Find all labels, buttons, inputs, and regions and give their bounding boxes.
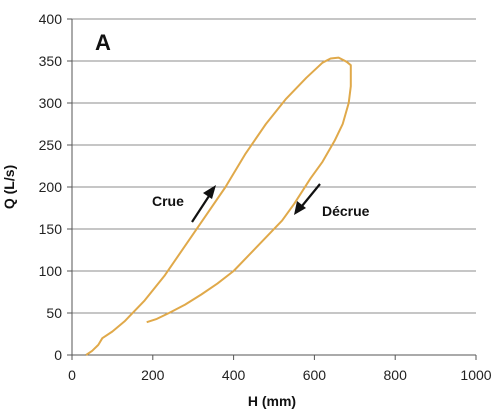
x-tick-label: 200 <box>141 367 165 383</box>
y-tick-label: 50 <box>46 305 62 321</box>
annotation-rising-label: Crue <box>152 193 184 209</box>
falling-arrow <box>294 183 321 215</box>
rising-arrow <box>191 185 216 223</box>
panel-label: A <box>95 30 111 55</box>
y-tick-label: 300 <box>39 95 63 111</box>
x-tick-label: 1000 <box>460 367 491 383</box>
y-tick-label: 400 <box>39 11 63 27</box>
x-tick-label: 0 <box>68 367 76 383</box>
x-tick-label: 600 <box>303 367 327 383</box>
axes <box>67 18 477 360</box>
y-tick-label: 100 <box>39 263 63 279</box>
annotation-falling-label: Décrue <box>322 203 370 219</box>
y-tick-label: 250 <box>39 137 63 153</box>
y-tick-label: 150 <box>39 221 63 237</box>
y-tick-label: 350 <box>39 53 63 69</box>
series-line <box>85 56 352 356</box>
x-axis-label: H (mm) <box>248 393 296 409</box>
x-tick-labels: 0 200 400 600 800 1000 <box>68 367 492 383</box>
y-tick-label: 0 <box>54 347 62 363</box>
y-tick-label: 200 <box>39 179 63 195</box>
y-tick-labels: 0 50 100 150 200 250 300 350 400 <box>39 11 63 363</box>
x-tick-label: 400 <box>222 367 246 383</box>
x-tick-label: 800 <box>384 367 408 383</box>
y-axis-label: Q (L/s) <box>1 165 17 209</box>
gridlines <box>72 18 476 356</box>
